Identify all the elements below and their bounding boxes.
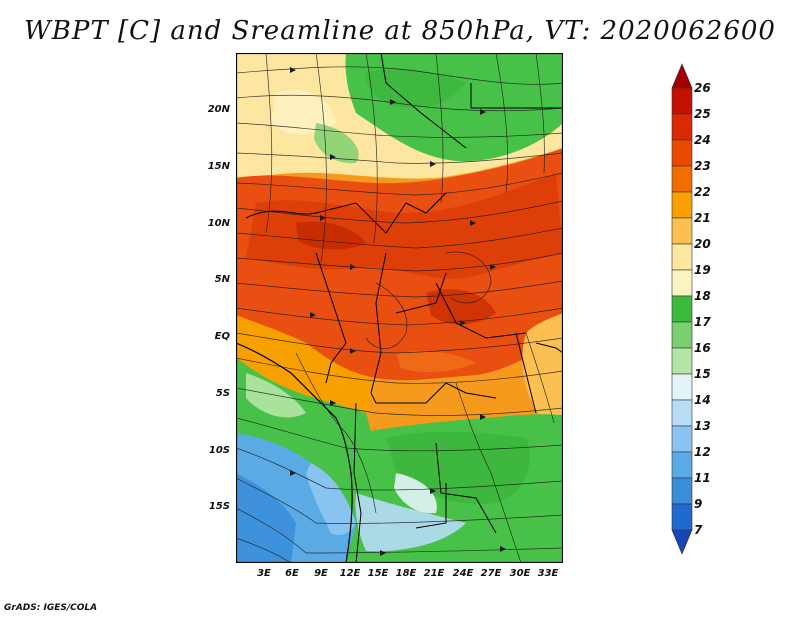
colorbar-cell	[671, 347, 693, 375]
lat-label-20n: 20N	[207, 104, 230, 115]
lat-label-15s: 15S	[208, 501, 230, 512]
colorbar-label-12: 12	[694, 445, 711, 459]
colorbar-cell	[671, 399, 693, 427]
colorbar-cell	[671, 321, 693, 349]
lat-label-10n: 10N	[207, 218, 230, 229]
colorbar-label-20: 20	[694, 237, 711, 251]
colorbar-cell	[671, 373, 693, 401]
grads-credit: GrADS: IGES/COLA	[4, 603, 98, 613]
lat-label-5s: 5S	[215, 388, 230, 399]
colorbar-cell	[671, 139, 693, 167]
colorbar-label-15: 15	[694, 367, 711, 381]
lat-label-10s: 10S	[208, 445, 230, 456]
colorbar-label-26: 26	[694, 81, 711, 95]
colorbar-label-16: 16	[694, 341, 711, 355]
colorbar-label-9: 9	[694, 497, 703, 511]
colorbar-cell	[671, 425, 693, 453]
colorbar	[671, 63, 693, 555]
lon-label-12e: 12E	[339, 568, 361, 579]
colorbar-cell	[671, 191, 693, 219]
streamlines	[236, 53, 563, 563]
lon-label-15e: 15E	[367, 568, 389, 579]
streamline-arrows	[290, 67, 506, 556]
colorbar-label-13: 13	[694, 419, 711, 433]
field-west-orange	[236, 315, 376, 413]
colorbar-cell	[671, 477, 693, 505]
lon-label-18e: 18E	[395, 568, 417, 579]
colorbar-cell	[671, 217, 693, 245]
lon-label-21e: 21E	[423, 568, 445, 579]
lon-label-30e: 30E	[509, 568, 531, 579]
colorbar-cell	[671, 243, 693, 271]
lon-label-24e: 24E	[452, 568, 474, 579]
colorbar-label-17: 17	[694, 315, 711, 329]
colorbar-label-7: 7	[694, 523, 703, 537]
lon-label-9e: 9E	[314, 568, 328, 579]
lon-label-33e: 33E	[537, 568, 559, 579]
colorbar-label-21: 21	[694, 211, 711, 225]
country-borders	[245, 53, 563, 563]
colorbar-cell	[671, 295, 693, 323]
coastline	[236, 342, 353, 563]
lon-label-6e: 6E	[285, 568, 299, 579]
lat-label-5n: 5N	[214, 274, 230, 285]
colorbar-label-23: 23	[694, 159, 711, 173]
colorbar-label-24: 24	[694, 133, 711, 147]
colorbar-cell	[671, 87, 693, 115]
wbpt-field-map	[236, 53, 563, 563]
colorbar-label-18: 18	[694, 289, 711, 303]
colorbar-cell	[671, 503, 693, 531]
map-title: WBPT [C] and Sreamline at 850hPa, VT: 20…	[24, 16, 776, 46]
lon-label-3e: 3E	[257, 568, 271, 579]
colorbar-label-11: 11	[694, 471, 711, 485]
colorbar-label-22: 22	[694, 185, 711, 199]
colorbar-cell	[671, 451, 693, 479]
colorbar-cell	[671, 113, 693, 141]
colorbar-label-25: 25	[694, 107, 711, 121]
lat-label-15n: 15N	[207, 161, 230, 172]
lat-label-eq: EQ	[214, 331, 230, 342]
colorbar-bottom-arrow	[671, 529, 693, 555]
colorbar-label-14: 14	[694, 393, 711, 407]
colorbar-label-19: 19	[694, 263, 711, 277]
lon-label-27e: 27E	[480, 568, 502, 579]
colorbar-top-arrow	[671, 63, 693, 89]
map-panel	[236, 53, 563, 563]
colorbar-cell	[671, 269, 693, 297]
map-frame	[236, 53, 563, 563]
colorbar-cell	[671, 165, 693, 193]
